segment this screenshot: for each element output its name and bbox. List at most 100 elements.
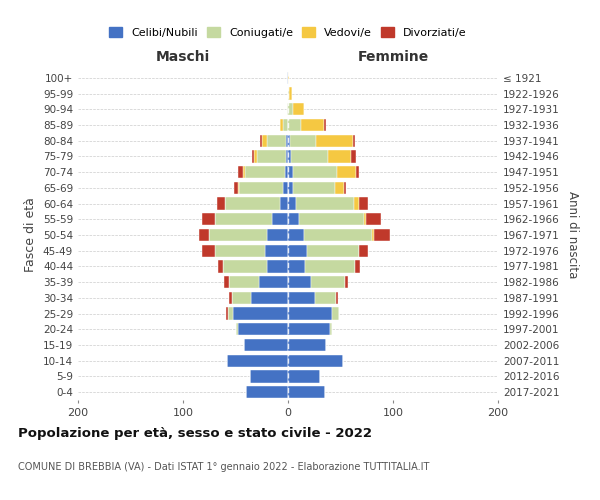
Bar [254, 150, 257, 162]
Bar [288, 198, 296, 209]
Bar [345, 276, 348, 288]
Bar [285, 166, 288, 178]
Bar [217, 198, 225, 209]
Bar [280, 119, 283, 131]
Bar [337, 292, 338, 304]
Bar [287, 103, 288, 116]
Bar [332, 308, 340, 320]
Bar [359, 244, 368, 257]
Bar [299, 213, 364, 226]
Bar [272, 213, 288, 226]
Bar [250, 370, 288, 382]
Bar [283, 119, 288, 131]
Bar [224, 276, 229, 288]
Bar [228, 308, 233, 320]
Bar [311, 276, 345, 288]
Bar [307, 244, 359, 257]
Text: Maschi: Maschi [156, 50, 210, 64]
Bar [238, 323, 288, 336]
Bar [353, 134, 355, 147]
Text: COMUNE DI BREBBIA (VA) - Dati ISTAT 1° gennaio 2022 - Elaborazione TUTTITALIA.IT: COMUNE DI BREBBIA (VA) - Dati ISTAT 1° g… [18, 462, 430, 472]
Bar [286, 134, 288, 147]
Bar [351, 150, 356, 162]
Bar [238, 182, 239, 194]
Bar [288, 119, 301, 131]
Bar [288, 292, 316, 304]
Text: Popolazione per età, sesso e stato civile - 2022: Popolazione per età, sesso e stato civil… [18, 428, 372, 440]
Bar [288, 72, 289, 84]
Bar [337, 166, 356, 178]
Bar [225, 198, 280, 209]
Bar [238, 166, 243, 178]
Bar [233, 308, 288, 320]
Bar [354, 198, 359, 209]
Bar [366, 213, 382, 226]
Bar [215, 213, 272, 226]
Bar [289, 88, 292, 100]
Bar [288, 229, 304, 241]
Bar [288, 213, 299, 226]
Bar [288, 166, 293, 178]
Bar [288, 339, 326, 351]
Bar [359, 198, 368, 209]
Bar [335, 182, 344, 194]
Bar [199, 229, 209, 241]
Bar [305, 260, 355, 272]
Bar [291, 150, 328, 162]
Bar [288, 386, 325, 398]
Bar [293, 166, 337, 178]
Bar [372, 229, 374, 241]
Bar [288, 354, 343, 367]
Bar [227, 354, 288, 367]
Bar [259, 276, 288, 288]
Bar [226, 308, 228, 320]
Bar [229, 292, 232, 304]
Bar [288, 182, 293, 194]
Bar [364, 213, 366, 226]
Bar [202, 244, 215, 257]
Bar [280, 198, 288, 209]
Bar [229, 276, 259, 288]
Bar [287, 72, 288, 84]
Bar [288, 323, 330, 336]
Bar [288, 260, 305, 272]
Bar [288, 134, 290, 147]
Bar [262, 134, 267, 147]
Bar [288, 103, 293, 116]
Bar [267, 134, 286, 147]
Y-axis label: Fasce di età: Fasce di età [25, 198, 37, 272]
Bar [316, 292, 337, 304]
Bar [356, 166, 359, 178]
Legend: Celibi/Nubili, Coniugati/e, Vedovi/e, Divorziati/e: Celibi/Nubili, Coniugati/e, Vedovi/e, Di… [105, 23, 471, 42]
Bar [239, 182, 283, 194]
Bar [252, 150, 254, 162]
Bar [244, 339, 288, 351]
Bar [304, 229, 372, 241]
Text: Femmine: Femmine [358, 50, 428, 64]
Bar [245, 166, 285, 178]
Bar [218, 260, 223, 272]
Bar [243, 166, 245, 178]
Bar [257, 150, 286, 162]
Bar [296, 198, 354, 209]
Bar [232, 292, 251, 304]
Bar [246, 386, 288, 398]
Bar [330, 323, 332, 336]
Bar [209, 229, 267, 241]
Bar [202, 213, 215, 226]
Bar [215, 244, 265, 257]
Bar [288, 308, 332, 320]
Bar [290, 134, 316, 147]
Bar [288, 276, 311, 288]
Bar [223, 260, 267, 272]
Bar [288, 244, 307, 257]
Bar [344, 182, 346, 194]
Bar [374, 229, 390, 241]
Bar [293, 182, 335, 194]
Bar [283, 182, 288, 194]
Bar [288, 88, 289, 100]
Bar [235, 182, 238, 194]
Bar [265, 244, 288, 257]
Bar [316, 134, 353, 147]
Bar [251, 292, 288, 304]
